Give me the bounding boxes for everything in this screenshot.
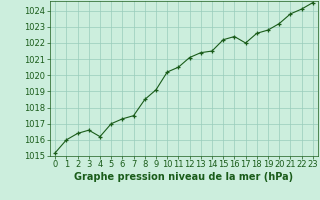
X-axis label: Graphe pression niveau de la mer (hPa): Graphe pression niveau de la mer (hPa) xyxy=(75,172,293,182)
